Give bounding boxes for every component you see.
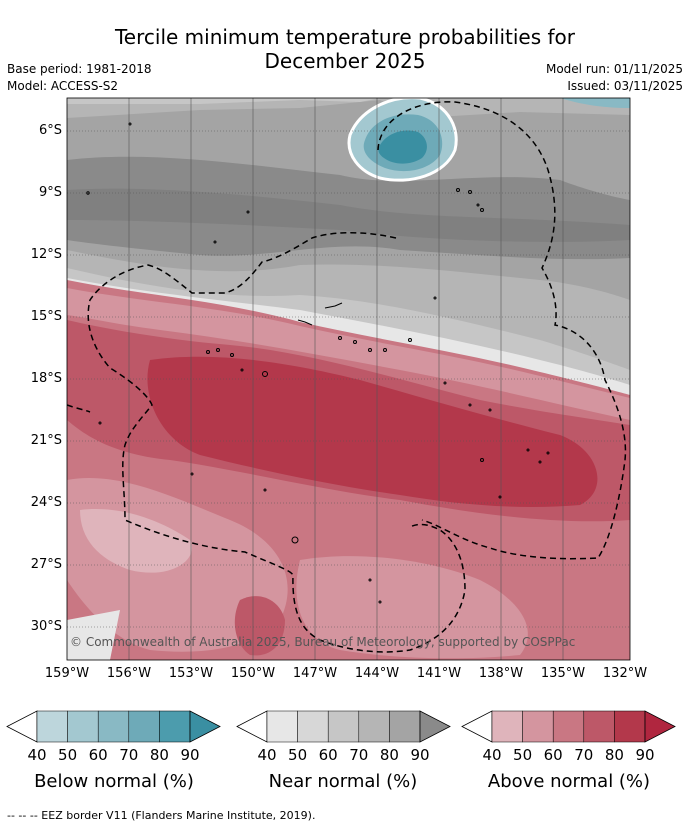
above-colorbar-tick: 80	[604, 746, 624, 764]
near-colorbar-tick: 70	[349, 746, 369, 764]
above-colorbar-segment	[522, 710, 554, 743]
lon-label: 135°W	[540, 666, 586, 681]
model-run-date: Model run: 01/11/2025	[545, 62, 683, 76]
lat-label: 15°S	[30, 309, 62, 324]
island-outlines	[86, 122, 550, 604]
below-normal-60-corner	[560, 98, 630, 108]
above-normal-80-region	[147, 356, 598, 507]
below-colorbar-tick: 70	[119, 746, 139, 764]
lat-label: 27°S	[30, 557, 62, 572]
below-colorbar-min-arrow	[6, 710, 38, 743]
lon-label: 159°W	[44, 666, 90, 681]
lat-label: 12°S	[30, 247, 62, 262]
lon-label: 132°W	[602, 666, 648, 681]
below-colorbar-tick: 60	[88, 746, 108, 764]
map-panel	[67, 98, 630, 660]
map-title-line1: Tercile minimum temperature probabilitie…	[114, 25, 576, 49]
below-colorbar-max-arrow	[189, 710, 221, 743]
latitude-gridlines	[67, 130, 630, 628]
near-colorbar-tick: 60	[318, 746, 338, 764]
lon-label: 150°W	[230, 666, 276, 681]
below-normal-label: Below normal (%)	[34, 771, 194, 792]
near-normal-label: Near normal (%)	[268, 771, 418, 792]
near-colorbar-tick: 90	[410, 746, 430, 764]
lat-label: 30°S	[30, 619, 62, 634]
above-normal-50-south	[296, 556, 528, 659]
above-colorbar-tick: 50	[513, 746, 533, 764]
near-colorbar-tick: 40	[257, 746, 277, 764]
lat-label: 6°S	[38, 123, 62, 138]
near-colorbar-tick: 80	[379, 746, 399, 764]
lat-label: 21°S	[30, 433, 62, 448]
below-colorbar-segment	[159, 710, 191, 743]
map-title-line2: December 2025	[264, 49, 426, 73]
below-colorbar-tick: 50	[58, 746, 78, 764]
near-normal-40-southwest	[67, 610, 120, 660]
near-colorbar-max-arrow	[419, 710, 451, 743]
above-normal-label: Above normal (%)	[487, 771, 651, 792]
model-name: Model: ACCESS-S2	[7, 79, 119, 93]
above-colorbar-segment	[552, 710, 585, 743]
above-normal-40-lower	[80, 509, 192, 573]
base-period: Base period: 1981-2018	[7, 62, 152, 76]
above-colorbar-segment	[583, 710, 615, 743]
below-colorbar-segment	[97, 710, 130, 743]
near-colorbar-segment	[297, 710, 329, 743]
issued-date: Issued: 03/11/2025	[567, 79, 683, 93]
lon-label: 138°W	[478, 666, 524, 681]
above-colorbar-min-arrow	[461, 710, 493, 743]
lon-label: 144°W	[354, 666, 400, 681]
above-colorbar-segment	[491, 710, 523, 743]
lat-label: 9°S	[38, 185, 62, 200]
below-colorbar-tick: 40	[27, 746, 47, 764]
eez-legend-note: -- -- -- EEZ border V11 (Flanders Marine…	[7, 809, 316, 822]
above-normal-50-band	[67, 288, 630, 420]
near-normal-40-region-top	[67, 98, 380, 104]
lat-label: 24°S	[30, 495, 62, 510]
lat-label: 18°S	[30, 371, 62, 386]
below-colorbar-tick: 80	[149, 746, 169, 764]
below-colorbar-tick: 90	[180, 746, 200, 764]
copyright-notice: © Commonwealth of Australia 2025, Bureau…	[70, 635, 576, 649]
near-colorbar-tick: 50	[288, 746, 308, 764]
eez-border-lines	[67, 101, 627, 653]
above-colorbar-segment	[614, 710, 646, 743]
lon-label: 153°W	[168, 666, 214, 681]
lon-label: 147°W	[292, 666, 338, 681]
below-colorbar-segment	[67, 710, 99, 743]
above-colorbar-tick: 70	[574, 746, 594, 764]
colorbars	[6, 710, 676, 743]
near-colorbar-segment	[358, 710, 390, 743]
near-colorbar-segment	[389, 710, 421, 743]
below-colorbar-segment	[36, 710, 68, 743]
near-colorbar-segment	[327, 710, 360, 743]
longitude-gridlines	[128, 98, 564, 660]
near-colorbar-min-arrow	[236, 710, 268, 743]
below-colorbar-segment	[128, 710, 160, 743]
map-frame	[66, 97, 631, 661]
near-normal-80-region	[67, 188, 630, 242]
lon-label: 141°W	[416, 666, 462, 681]
above-normal-70-south	[234, 596, 285, 656]
above-colorbar-tick: 40	[482, 746, 502, 764]
above-colorbar-tick: 90	[635, 746, 655, 764]
below-normal-90-region	[378, 130, 427, 164]
above-colorbar-max-arrow	[644, 710, 676, 743]
above-colorbar-tick: 60	[543, 746, 563, 764]
near-colorbar-segment	[266, 710, 298, 743]
lon-label: 156°W	[106, 666, 152, 681]
